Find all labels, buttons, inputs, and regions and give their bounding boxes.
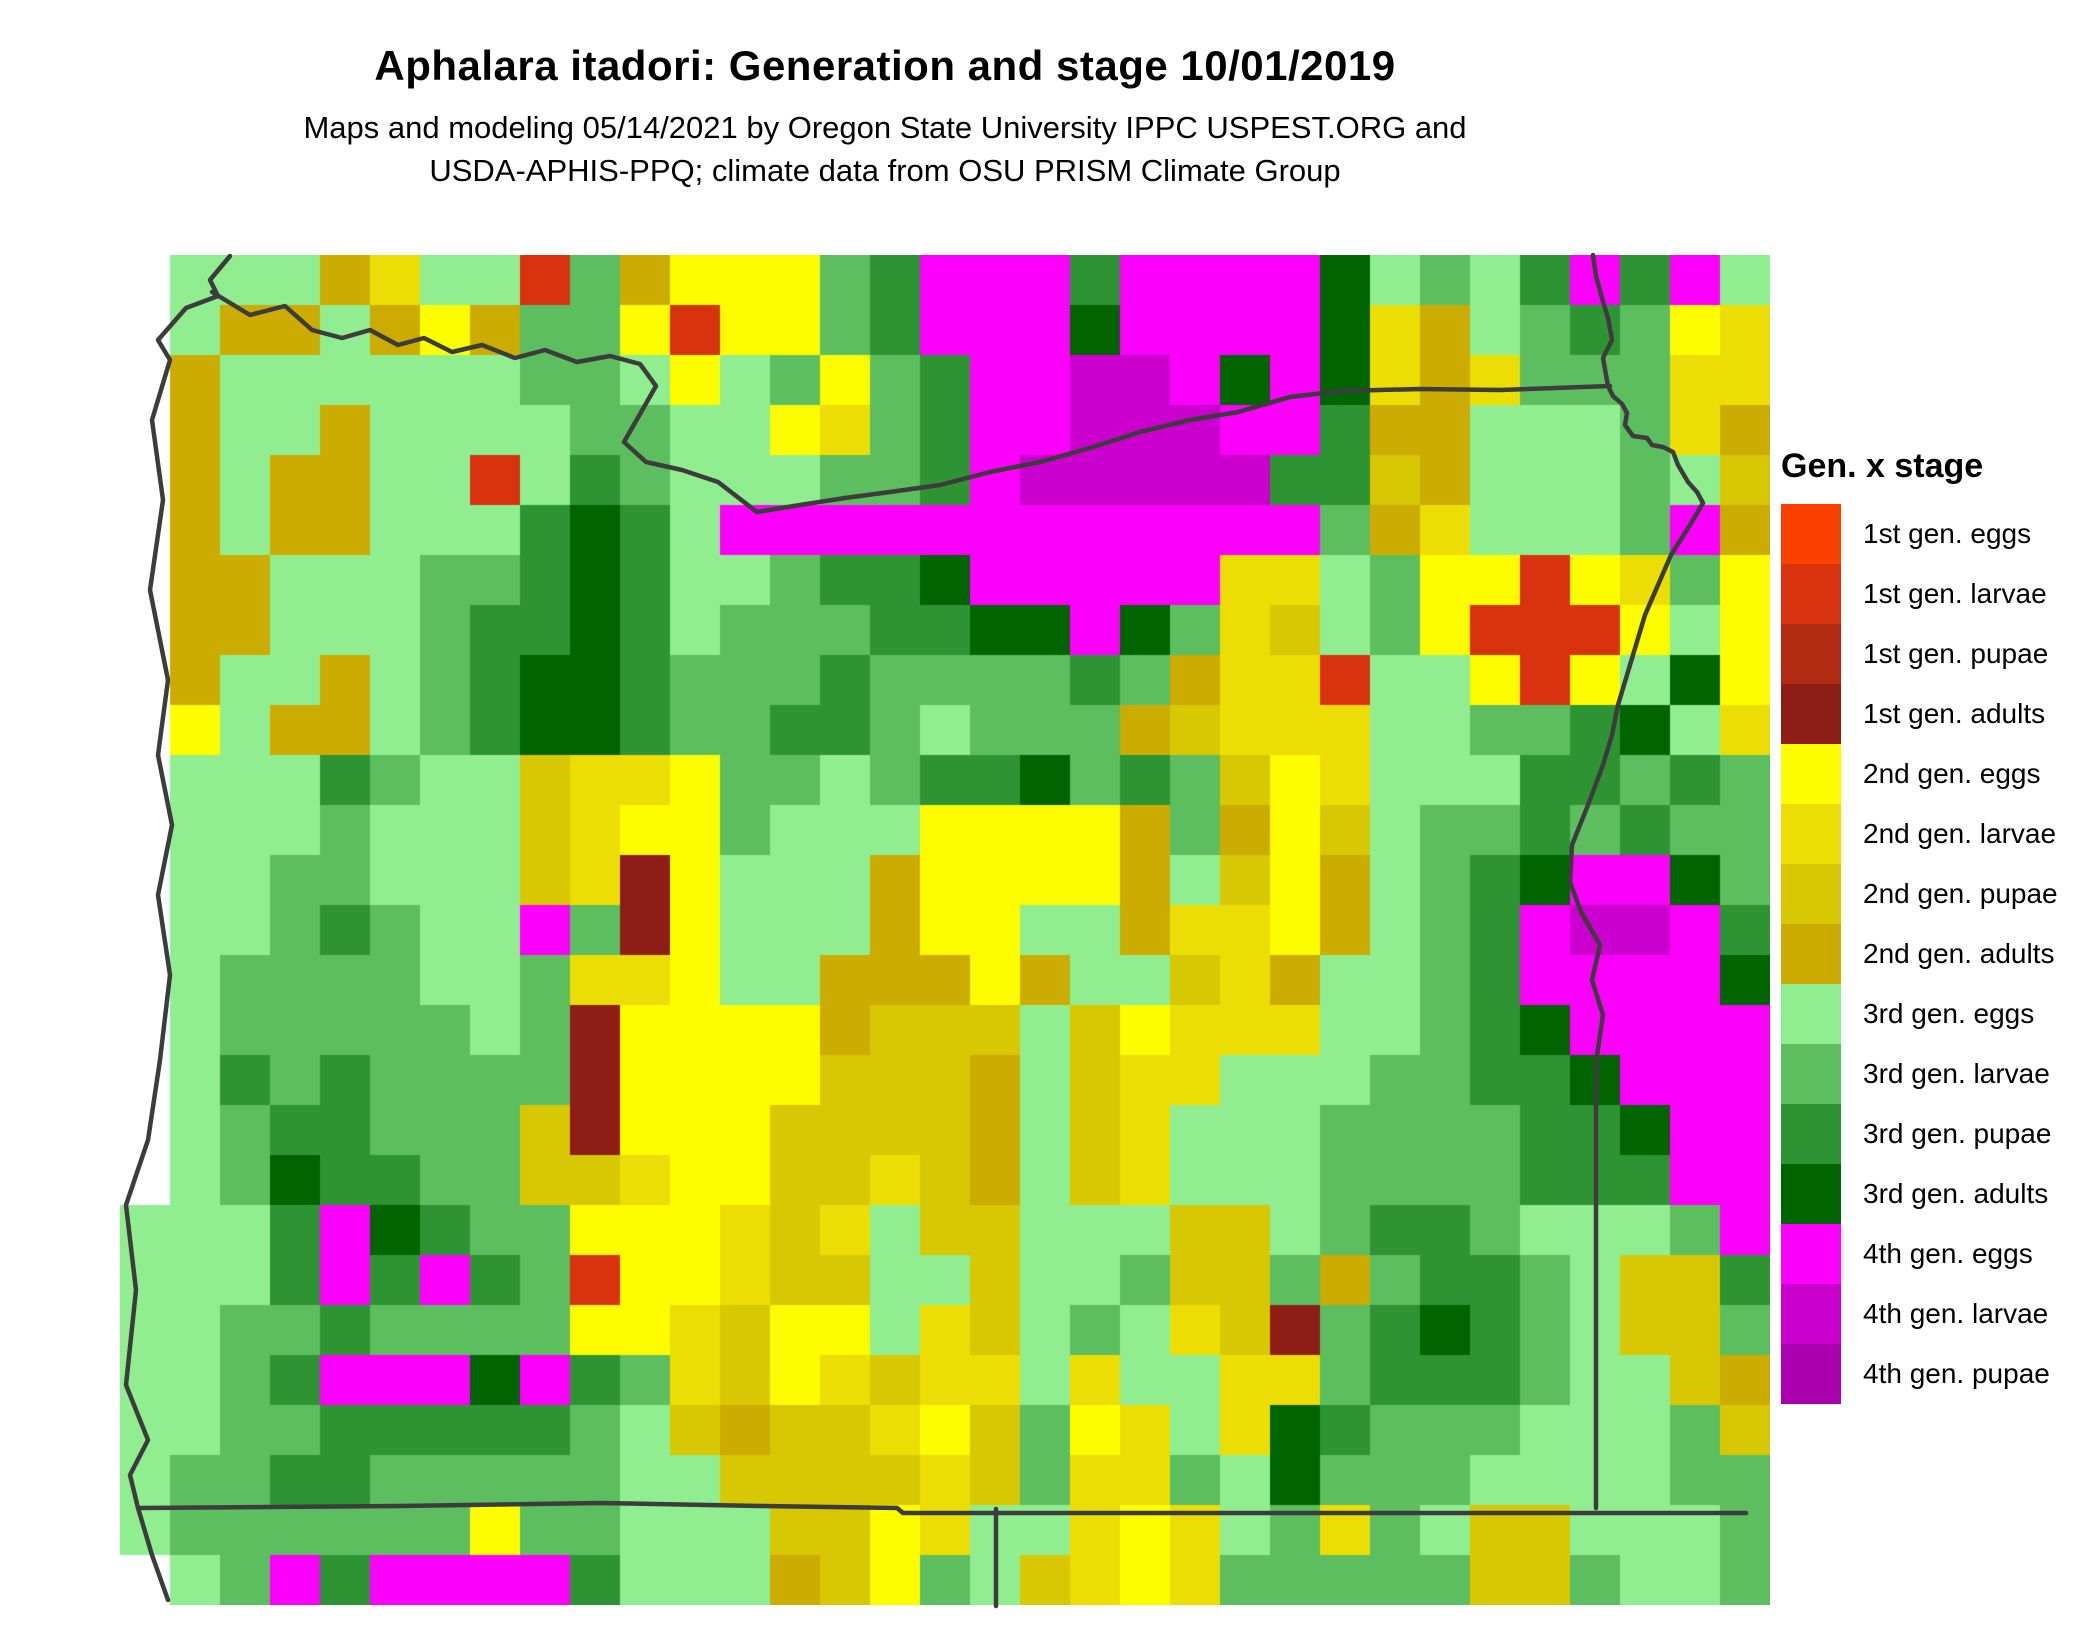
legend-item: 1st gen. larvae [1781, 564, 2091, 624]
legend-item: 4th gen. larvae [1781, 1284, 2091, 1344]
legend-color-swatch [1781, 804, 1841, 864]
figure-title: Aphalara itadori: Generation and stage 1… [374, 42, 1396, 89]
oregon-map-raster [120, 255, 1770, 1605]
legend-item-label: 4th gen. larvae [1863, 1298, 2049, 1329]
legend-item-label: 4th gen. eggs [1863, 1238, 2033, 1269]
legend-color-swatch [1781, 1344, 1841, 1404]
legend-item-label: 3rd gen. eggs [1863, 998, 2035, 1029]
legend-color-swatch [1781, 1284, 1841, 1344]
legend-item-label: 3rd gen. pupae [1863, 1118, 2052, 1149]
legend-item: 3rd gen. eggs [1781, 984, 2091, 1044]
legend-item-label: 2nd gen. pupae [1863, 878, 2058, 909]
legend-color-swatch [1781, 504, 1841, 564]
legend-item: 3rd gen. pupae [1781, 1104, 2091, 1164]
legend-color-swatch [1781, 744, 1841, 804]
legend-item-label: 4th gen. pupae [1863, 1358, 2050, 1389]
legend-item-label: 1st gen. eggs [1863, 518, 2032, 549]
legend-item: 3rd gen. adults [1781, 1164, 2091, 1224]
subtitle-line-1: Maps and modeling 05/14/2021 by Oregon S… [303, 110, 1467, 145]
legend-item: 2nd gen. eggs [1781, 744, 2091, 804]
legend-color-swatch [1781, 624, 1841, 684]
legend-color-swatch [1781, 924, 1841, 984]
legend-color-swatch [1781, 564, 1841, 624]
legend-item-label: 1st gen. larvae [1863, 578, 2047, 609]
legend-item-label: 1st gen. adults [1863, 698, 2046, 729]
legend-item-label: 2nd gen. eggs [1863, 758, 2041, 789]
legend-item: 2nd gen. larvae [1781, 804, 2091, 864]
legend-item: 4th gen. pupae [1781, 1344, 2091, 1404]
legend-color-swatch [1781, 1044, 1841, 1104]
legend-item: 1st gen. adults [1781, 684, 2091, 744]
legend-color-swatch [1781, 684, 1841, 744]
legend-item: 1st gen. pupae [1781, 624, 2091, 684]
legend-item: 4th gen. eggs [1781, 1224, 2091, 1284]
legend-color-swatch [1781, 1104, 1841, 1164]
subtitle-line-2: USDA-APHIS-PPQ; climate data from OSU PR… [429, 153, 1341, 188]
legend-item: 1st gen. eggs [1781, 504, 2091, 564]
legend-item-label: 2nd gen. larvae [1863, 818, 2057, 849]
legend-item-label: 3rd gen. larvae [1863, 1058, 2050, 1089]
legend-items: 1st gen. eggs 1st gen. larvae 1st gen. p… [1781, 504, 2091, 1404]
legend-item: 2nd gen. pupae [1781, 864, 2091, 924]
legend-item: 3rd gen. larvae [1781, 1044, 2091, 1104]
legend-color-swatch [1781, 984, 1841, 1044]
title-block: Aphalara itadori: Generation and stage 1… [0, 42, 1770, 192]
legend: Gen. x stage 1st gen. eggs 1st gen. larv… [1781, 446, 2091, 1404]
legend-title: Gen. x stage [1781, 447, 1984, 485]
figure-subtitle: Maps and modeling 05/14/2021 by Oregon S… [0, 106, 1770, 192]
legend-item-label: 3rd gen. adults [1863, 1178, 2049, 1209]
legend-item-label: 2nd gen. adults [1863, 938, 2055, 969]
legend-item-label: 1st gen. pupae [1863, 638, 2049, 669]
legend-color-swatch [1781, 864, 1841, 924]
legend-color-swatch [1781, 1224, 1841, 1284]
legend-color-swatch [1781, 1164, 1841, 1224]
legend-item: 2nd gen. adults [1781, 924, 2091, 984]
